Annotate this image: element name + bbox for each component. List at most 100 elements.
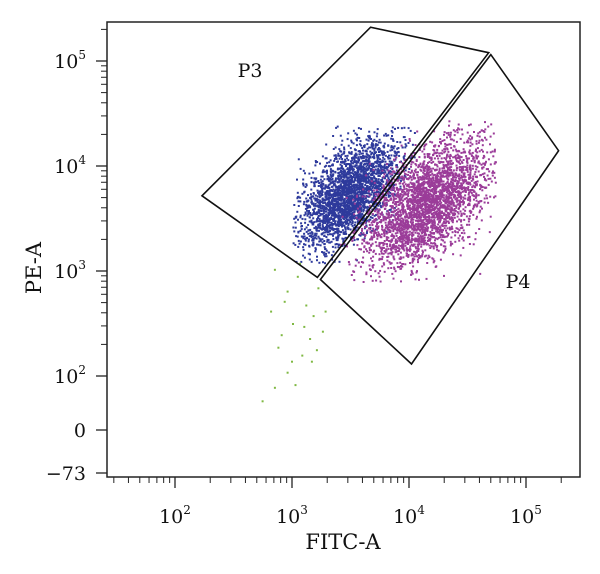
event-p4 xyxy=(490,151,492,153)
event-p3 xyxy=(298,240,300,242)
event-p4 xyxy=(463,148,465,150)
event-p4 xyxy=(445,183,447,185)
event-p3 xyxy=(374,187,376,189)
event-p4 xyxy=(402,183,404,185)
event-p4 xyxy=(457,180,459,182)
event-p3 xyxy=(330,182,332,184)
event-p3 xyxy=(368,158,370,160)
event-p3 xyxy=(324,243,326,245)
event-p3 xyxy=(376,135,378,137)
event-p4 xyxy=(354,203,356,205)
event-p3 xyxy=(354,222,356,224)
event-p4 xyxy=(444,131,446,133)
event-p4 xyxy=(488,184,490,186)
event-p4 xyxy=(358,262,360,264)
event-p3 xyxy=(339,178,341,180)
event-p3 xyxy=(357,181,359,183)
event-p4 xyxy=(386,163,388,165)
event-p3 xyxy=(346,163,348,165)
event-p4 xyxy=(430,178,432,180)
event-p3 xyxy=(354,159,356,161)
event-p4 xyxy=(475,168,477,170)
event-p3 xyxy=(373,139,375,141)
event-p4 xyxy=(416,159,418,161)
event-p3 xyxy=(370,216,372,218)
event-p3 xyxy=(320,195,322,197)
event-p4 xyxy=(428,215,430,217)
event-p4 xyxy=(444,227,446,229)
event-p4 xyxy=(385,252,387,254)
event-p3 xyxy=(343,232,345,234)
event-p4 xyxy=(422,203,424,205)
x-major-ticks xyxy=(175,477,526,488)
event-p3 xyxy=(354,211,356,213)
event-p3 xyxy=(345,207,347,209)
event-p3 xyxy=(360,198,362,200)
event-p3 xyxy=(379,139,381,141)
event-p4 xyxy=(371,260,373,262)
event-p3 xyxy=(328,214,330,216)
event-p3 xyxy=(328,184,330,186)
event-p4 xyxy=(446,137,448,139)
event-p4 xyxy=(389,219,391,221)
event-p4 xyxy=(456,169,458,171)
event-p4 xyxy=(469,198,471,200)
event-p3 xyxy=(341,196,343,198)
event-p3 xyxy=(398,155,400,157)
event-p3 xyxy=(314,185,316,187)
event-p4 xyxy=(439,197,441,199)
event-p3 xyxy=(347,180,349,182)
event-p3 xyxy=(377,159,379,161)
event-p4 xyxy=(429,235,431,237)
event-p4 xyxy=(490,163,492,165)
event-p3 xyxy=(316,233,318,235)
event-p3 xyxy=(331,254,333,256)
event-p3 xyxy=(348,201,350,203)
event-p3 xyxy=(344,213,346,215)
event-p3 xyxy=(375,179,377,181)
event-p3 xyxy=(345,233,347,235)
event-p4 xyxy=(353,213,355,215)
event-p4 xyxy=(406,255,408,257)
event-p4 xyxy=(383,234,385,236)
event-p3 xyxy=(356,154,358,156)
event-p4 xyxy=(421,243,423,245)
event-p4 xyxy=(404,153,406,155)
event-p3 xyxy=(328,203,330,205)
event-p4 xyxy=(449,229,451,231)
event-p4 xyxy=(457,160,459,162)
event-p4 xyxy=(371,232,373,234)
event-p4 xyxy=(389,173,391,175)
event-p3 xyxy=(329,197,331,199)
event-p4 xyxy=(396,189,398,191)
event-p3 xyxy=(343,172,345,174)
event-p3 xyxy=(337,202,339,204)
event-p3 xyxy=(311,181,313,183)
event-p4 xyxy=(427,178,429,180)
event-p3 xyxy=(385,161,387,163)
event-p3 xyxy=(361,175,363,177)
event-p3 xyxy=(311,196,313,198)
event-p3 xyxy=(379,148,381,150)
event-p3 xyxy=(298,205,300,207)
event-p4 xyxy=(468,218,470,220)
event-p3 xyxy=(347,228,349,230)
event-p4 xyxy=(440,178,442,180)
event-p4 xyxy=(467,189,469,191)
event-p4 xyxy=(386,236,388,238)
event-p4 xyxy=(418,156,420,158)
event-p4 xyxy=(443,167,445,169)
event-p3 xyxy=(298,196,300,198)
event-p4 xyxy=(485,139,487,141)
event-p4 xyxy=(415,253,417,255)
event-p4 xyxy=(389,261,391,263)
event-p4 xyxy=(445,210,447,212)
event-p4 xyxy=(452,231,454,233)
event-p3 xyxy=(315,177,317,179)
event-p3 xyxy=(397,151,399,153)
event-p3 xyxy=(295,227,297,229)
event-p3 xyxy=(408,142,410,144)
event-p3 xyxy=(308,245,310,247)
event-p3 xyxy=(315,203,317,205)
event-p4 xyxy=(476,195,478,197)
